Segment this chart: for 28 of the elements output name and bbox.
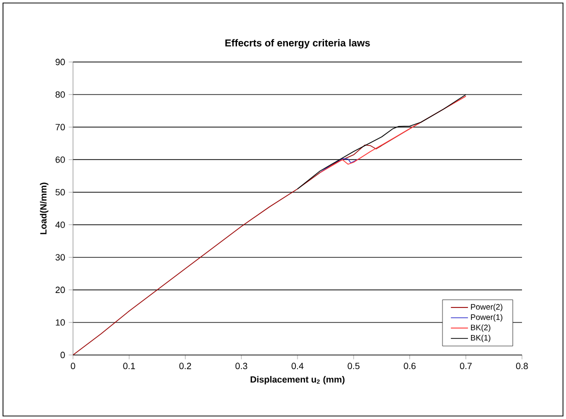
- y-axis-title: Load(N/mm): [40, 182, 48, 234]
- x-tick-label: 0.3: [235, 362, 248, 370]
- x-tick-label: 0.6: [404, 362, 416, 370]
- x-tick-label: 0.7: [460, 362, 472, 370]
- line-series: [297, 94, 466, 190]
- legend-label: BK(1): [471, 334, 490, 342]
- x-tick-label: 0.8: [516, 362, 528, 370]
- legend-label: BK(2): [471, 324, 490, 332]
- x-tick-label: 0.1: [123, 362, 135, 370]
- y-tick-label: 90: [56, 58, 65, 66]
- y-tick-label: 10: [56, 319, 65, 326]
- y-tick-label: 30: [56, 254, 65, 261]
- x-tick-label: 0.5: [348, 362, 360, 370]
- y-tick-label: 60: [56, 156, 65, 163]
- x-tick-label: 0.2: [179, 362, 192, 370]
- y-tick-label: 40: [55, 222, 65, 228]
- y-tick-label: 70: [56, 124, 65, 130]
- x-tick-label: 0.4: [292, 362, 304, 370]
- y-tick-label: 80: [56, 91, 65, 98]
- legend-label: Power(1): [471, 314, 502, 322]
- line-series: [320, 158, 360, 174]
- x-tick-label: 0: [70, 362, 76, 370]
- y-tick-label: 0: [60, 352, 65, 358]
- y-tick-label: 20: [56, 286, 65, 294]
- x-axis-title: Displacement u$_{2}$ (mm): [250, 376, 344, 384]
- y-tick-label: 50: [56, 189, 65, 196]
- legend-label: Power(2): [471, 304, 502, 312]
- chart-title: Effecrts of energy criteria laws: [225, 39, 370, 48]
